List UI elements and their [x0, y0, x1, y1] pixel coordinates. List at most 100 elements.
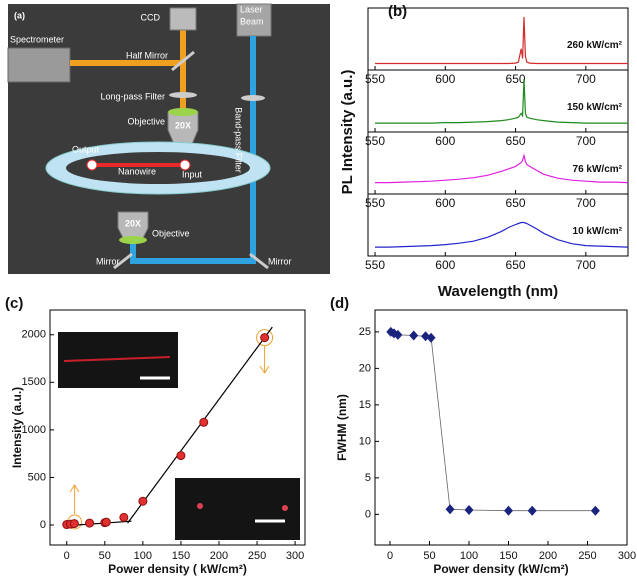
half-mirror	[171, 50, 195, 72]
y-tick-label: 25	[359, 326, 371, 338]
data-point	[393, 329, 403, 340]
y-tick-label: 10	[359, 435, 371, 447]
label: 20X	[125, 218, 141, 228]
mirror	[249, 252, 269, 270]
stage-inner	[66, 152, 250, 184]
y-axis-label: FWHM (nm)	[335, 394, 349, 461]
x-tick-label: 650	[506, 196, 526, 210]
x-tick-label: 150	[172, 550, 190, 562]
series-label: 76 kW/cm²	[573, 164, 623, 175]
data-point	[101, 517, 111, 527]
panel-label: (d)	[330, 295, 349, 312]
x-axis-label: Power density ( kW/cm²)	[108, 562, 247, 576]
panel-label: (a)	[14, 10, 25, 20]
label: Nanowire	[118, 166, 156, 176]
blue-beam	[130, 236, 136, 264]
data-point	[119, 512, 129, 522]
y-axis-label: PL Intensity (a.u.)	[339, 70, 356, 195]
series-label: 10 kW/cm²	[573, 226, 623, 237]
label: Mirror	[268, 256, 292, 266]
y-tick-label: 1000	[22, 424, 46, 436]
data-point	[409, 330, 419, 341]
laser-box	[236, 3, 272, 37]
plot-frame	[374, 309, 628, 546]
x-tick-label: 100	[134, 550, 152, 562]
filter	[241, 95, 265, 101]
label: Spectrometer	[10, 34, 64, 44]
orange-beam	[70, 60, 186, 66]
y-tick-label: 1500	[22, 376, 46, 388]
objective-ring	[119, 236, 147, 244]
label: 20X	[175, 120, 191, 130]
data-point	[504, 505, 514, 516]
x-tick-label: 550	[365, 134, 385, 148]
blue-beam	[250, 36, 256, 264]
input-spot	[179, 159, 191, 171]
data-point	[138, 496, 148, 506]
series-label: 260 kW/cm²	[567, 40, 623, 51]
x-tick-label: 550	[365, 72, 385, 86]
fit-line	[127, 326, 273, 524]
label: Beam	[240, 16, 264, 26]
x-tick-label: 600	[435, 258, 455, 272]
panel-label: (b)	[388, 3, 407, 20]
inset-spot	[282, 505, 288, 511]
spectrum-line	[375, 78, 628, 124]
x-tick-label: 0	[387, 550, 393, 562]
x-tick-label: 550	[365, 258, 385, 272]
y-tick-label: 15	[359, 399, 371, 411]
inset-spot	[197, 503, 203, 509]
arrow	[69, 484, 80, 514]
y-tick-label: 0	[40, 519, 46, 531]
y-tick-label: 500	[28, 471, 46, 483]
objective-ring	[168, 108, 198, 116]
plot-frame	[49, 309, 306, 546]
inset-wire	[63, 356, 171, 362]
label: Mirror	[96, 256, 120, 266]
data-point	[176, 451, 186, 461]
ccd-box	[169, 7, 197, 31]
x-axis-label: Wavelength (nm)	[438, 283, 558, 300]
x-tick-label: 250	[578, 550, 596, 562]
label: Objective	[152, 228, 190, 238]
spectrum-line	[375, 153, 629, 184]
x-tick-label: 150	[499, 550, 517, 562]
data-point	[85, 518, 95, 528]
x-tick-label: 100	[460, 550, 478, 562]
y-axis-label: Intensity (a.u.)	[10, 387, 24, 468]
label: Output	[72, 144, 100, 154]
data-point	[527, 505, 537, 516]
label: Laser	[240, 4, 263, 14]
data-point	[464, 504, 474, 515]
x-tick-label: 700	[576, 72, 596, 86]
y-tick-label: 2000	[22, 329, 46, 341]
data-point	[69, 519, 79, 529]
x-tick-label: 50	[99, 550, 111, 562]
data-point	[199, 417, 209, 427]
x-tick-label: 200	[539, 550, 557, 562]
x-tick-label: 600	[435, 72, 455, 86]
x-tick-label: 700	[576, 258, 596, 272]
data-point	[590, 505, 600, 516]
output-spot	[86, 159, 98, 171]
x-tick-label: 300	[286, 550, 304, 562]
filter	[169, 92, 197, 98]
x-axis-label: Power density (kW/cm²)	[433, 562, 568, 576]
x-tick-label: 250	[248, 550, 266, 562]
label: Input	[182, 169, 203, 179]
x-tick-label: 650	[506, 72, 526, 86]
spectrum-line	[375, 16, 628, 65]
mirror	[113, 252, 133, 270]
x-tick-label: 600	[435, 134, 455, 148]
inset-images	[58, 329, 300, 540]
label: CCD	[141, 12, 161, 22]
label: Objective	[127, 116, 165, 126]
arrow	[259, 346, 270, 374]
inset-image	[175, 478, 300, 540]
series-label: 150 kW/cm²	[567, 102, 623, 113]
y-tick-label: 0	[365, 508, 371, 520]
label: Band-pass Filter	[234, 107, 244, 173]
y-tick-label: 5	[365, 472, 371, 484]
highlight-circle	[256, 329, 274, 347]
